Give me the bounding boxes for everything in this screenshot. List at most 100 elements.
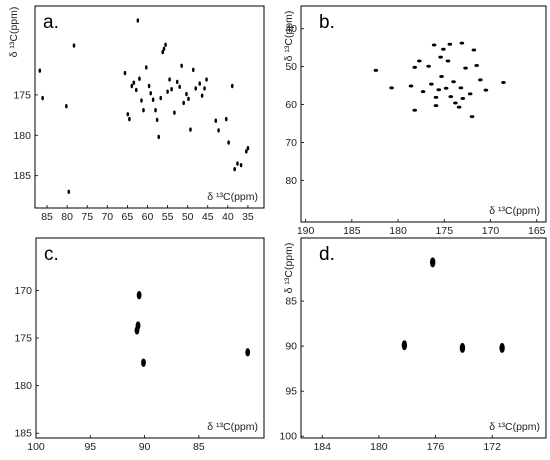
peak-marker [198,81,202,86]
peak-marker [460,96,466,100]
y-tick-label: 175 [14,333,32,345]
x-tick-label: 172 [483,441,501,453]
x-tick-label: 180 [389,225,407,237]
peak-marker [445,59,451,63]
panel-b: b. 190 185 180 175 170 165 40 50 60 70 80 δ ¹³C(ppm)… [283,5,547,237]
panel-a: a. 85 80 75 70 65 60 55 50 45 40 35 175 180 185 δ ¹³C(p… [8,5,265,223]
peak-marker [245,348,251,357]
peak-marker [417,59,422,63]
peak-marker [136,290,142,300]
peak-marker [478,78,483,82]
y-tick-label: 50 [285,61,297,73]
peak-marker [38,68,42,73]
peak-marker [420,90,426,94]
peak-marker [459,41,465,45]
peak-marker [443,86,449,90]
x-axis-label: δ ¹³C(ppm) [489,205,540,217]
peak-marker [65,103,68,109]
peak-marker [451,80,456,84]
peak-marker [187,96,190,102]
peak-marker [180,63,183,68]
peak-marker [205,77,208,82]
peak-marker [439,74,444,78]
peak-marker [154,108,157,113]
peak-marker [173,110,176,115]
y-axis-label: δ ¹³C(ppm) [283,11,295,62]
x-tick-label: 180 [370,441,388,453]
x-tick-label: 90 [139,441,151,453]
peak-marker [41,95,44,101]
peak-marker [175,79,179,85]
peak-marker [194,86,198,91]
peak-marker [245,149,248,154]
peak-marker [373,68,379,72]
peak-marker [469,115,475,119]
peak-marker [448,95,454,99]
peak-marker [126,112,130,117]
peak-marker [203,86,206,91]
y-tick-label: 85 [285,296,297,308]
peak-marker [149,91,153,96]
peak-marker [474,63,479,67]
y-tick-label: 40 [285,23,297,35]
x-tick-label: 185 [343,225,361,237]
y-axis-label: δ ¹³C(ppm) [283,243,295,294]
x-tick-label: 175 [436,225,454,237]
y-tick-label: 180 [13,130,31,142]
x-tick-label: 70 [101,211,113,223]
peak-marker [459,342,466,353]
peak-marker [412,65,418,69]
peak-marker [159,95,163,101]
panel-a-frame [34,5,265,209]
peak-marker [236,161,239,166]
peak-marker [128,116,131,122]
panel-a-label: a. [43,12,59,33]
y-tick-label: 90 [285,341,297,353]
y-tick-label: 100 [279,431,297,443]
y-tick-label: 170 [14,285,32,297]
peak-marker [141,358,146,367]
peak-marker [191,67,195,73]
peak-marker [168,77,171,82]
peak-marker [224,116,228,122]
peak-marker [140,98,143,103]
peak-marker [157,134,161,140]
panel-c-label: c. [44,244,59,265]
peak-marker [412,108,418,112]
peak-marker [162,46,166,52]
x-tick-label: 165 [528,225,546,237]
peak-marker [155,117,159,123]
y-tick-label: 180 [14,380,32,392]
panel-b-frame [300,5,547,223]
panel-d: d. 184 180 176 172 85 90 95 100 δ ¹³C(ppm) δ ¹³C(p… [279,237,547,453]
panel-d-frame [300,237,547,439]
peak-marker [467,92,473,96]
peak-marker [447,42,453,46]
x-tick-label: 50 [182,211,194,223]
peak-marker [233,167,236,172]
y-axis-label: δ ¹³C(ppm) [8,7,20,58]
x-tick-label: 40 [222,211,234,223]
peak-marker [214,118,218,123]
x-tick-label: 184 [313,441,331,453]
panel-d-label: d. [319,244,335,265]
x-tick-label: 190 [297,225,315,237]
peak-marker [227,140,230,145]
x-tick-label: 60 [142,211,154,223]
x-tick-label: 85 [41,211,53,223]
peak-marker [136,18,140,23]
peak-marker [123,70,127,76]
x-tick-label: 80 [61,211,73,223]
y-tick-label: 80 [285,175,297,187]
y-tick-label: 60 [285,99,297,111]
x-axis-label: δ ¹³C(ppm) [207,421,258,433]
peak-marker [471,48,477,52]
peak-marker [456,105,462,109]
peak-marker [72,43,76,48]
peak-marker [426,64,431,68]
x-tick-label: 55 [162,211,174,223]
peak-marker [429,82,434,86]
peak-marker [430,257,436,268]
peak-marker [389,86,394,90]
peak-marker [433,95,439,99]
